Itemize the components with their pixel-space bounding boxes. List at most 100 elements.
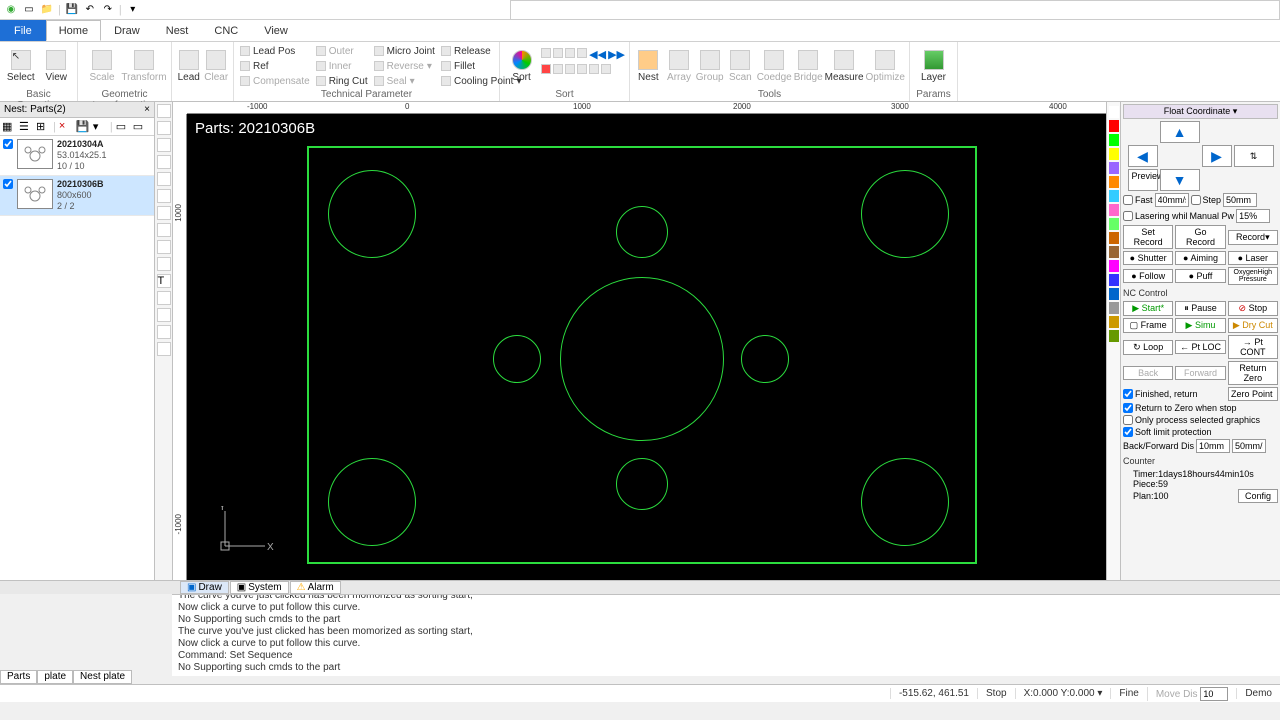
- optimize-button[interactable]: Optimize: [866, 44, 905, 88]
- tool-polyline-icon[interactable]: [157, 172, 171, 186]
- ringcut-button[interactable]: Ring Cut: [314, 74, 370, 88]
- sort-opt-icon[interactable]: [553, 64, 563, 74]
- sort-opt-icon[interactable]: [589, 64, 599, 74]
- step-input[interactable]: [1223, 193, 1257, 207]
- sort-opt-icon[interactable]: [541, 64, 551, 74]
- nest-button[interactable]: Nest: [634, 44, 663, 88]
- seal-button[interactable]: Seal ▾: [372, 74, 437, 88]
- circle-shape[interactable]: [861, 170, 949, 258]
- layer-swatch[interactable]: [1109, 190, 1119, 202]
- bfdist-input[interactable]: [1196, 439, 1230, 453]
- sort-opt-icon[interactable]: [577, 64, 587, 74]
- zeropoint-select[interactable]: [1228, 387, 1278, 401]
- circle-shape[interactable]: [616, 458, 668, 510]
- file-button[interactable]: File: [0, 20, 46, 41]
- loop-button[interactable]: ↻ Loop: [1123, 340, 1173, 355]
- preview-button[interactable]: Preview: [1128, 169, 1158, 191]
- save-icon[interactable]: 💾: [65, 3, 79, 17]
- close-icon[interactable]: ×: [144, 104, 150, 115]
- prev-icon[interactable]: ◀◀: [589, 48, 606, 61]
- ptloc-button[interactable]: ← Pt LOC: [1175, 340, 1225, 354]
- layer-swatch[interactable]: [1109, 302, 1119, 314]
- puff-button[interactable]: ● Puff: [1175, 269, 1225, 283]
- tool-node-icon[interactable]: [157, 121, 171, 135]
- tab-draw[interactable]: Draw: [101, 20, 153, 41]
- return-stop-checkbox[interactable]: Return to Zero when stop: [1123, 403, 1278, 413]
- follow-button[interactable]: ● Follow: [1123, 269, 1173, 283]
- tool-fill-icon[interactable]: [157, 308, 171, 322]
- pause-button[interactable]: ⏸ Pause: [1175, 301, 1225, 316]
- outer-button[interactable]: Outer: [314, 44, 370, 58]
- record-button[interactable]: Record▾: [1228, 230, 1278, 245]
- circle-shape[interactable]: [493, 335, 541, 383]
- compensate-button[interactable]: Compensate: [238, 74, 312, 88]
- sort-opt-icon[interactable]: [601, 64, 611, 74]
- jog-sort-button[interactable]: ⇅: [1234, 145, 1274, 167]
- sort-opt-icon[interactable]: [565, 64, 575, 74]
- status-fine[interactable]: Fine: [1110, 688, 1146, 699]
- shutter-button[interactable]: ● Shutter: [1123, 251, 1173, 265]
- gorecord-button[interactable]: Go Record: [1175, 225, 1225, 249]
- aiming-button[interactable]: ● Aiming: [1175, 251, 1225, 265]
- step-checkbox[interactable]: Step: [1191, 195, 1222, 205]
- tool-measure-icon[interactable]: [157, 325, 171, 339]
- opt2-icon[interactable]: ▭: [133, 120, 147, 134]
- bridge-button[interactable]: Bridge: [794, 44, 823, 88]
- part-item[interactable]: 20210304A53.014x25.110 / 10: [0, 136, 154, 176]
- layer-swatch[interactable]: [1109, 232, 1119, 244]
- tab-draw-bottom[interactable]: ▣Draw: [180, 581, 229, 594]
- circle-shape[interactable]: [328, 170, 416, 258]
- layer-swatch[interactable]: [1109, 204, 1119, 216]
- scan-button[interactable]: Scan: [726, 44, 755, 88]
- circle-shape[interactable]: [560, 277, 724, 441]
- tool-cursor-icon[interactable]: [157, 104, 171, 118]
- microjoint-button[interactable]: Micro Joint: [372, 44, 437, 58]
- back-button[interactable]: Back: [1123, 366, 1173, 380]
- bfspeed-input[interactable]: [1232, 439, 1266, 453]
- status-xy[interactable]: X:0.000 Y:0.000 ▾: [1015, 688, 1111, 699]
- redo-icon[interactable]: ↷: [101, 3, 115, 17]
- jog-right-button[interactable]: ▶: [1202, 145, 1232, 167]
- layer-swatch[interactable]: [1109, 106, 1119, 118]
- layer-swatch[interactable]: [1109, 330, 1119, 342]
- view-button[interactable]: View: [40, 44, 74, 88]
- sort-opt-icon[interactable]: [565, 48, 575, 58]
- tool-point-icon[interactable]: [157, 138, 171, 152]
- tool-rect-icon[interactable]: [157, 240, 171, 254]
- array-button[interactable]: Array: [665, 44, 694, 88]
- sort-button[interactable]: Sort: [504, 44, 539, 88]
- layer-swatch[interactable]: [1109, 316, 1119, 328]
- forward-button[interactable]: Forward: [1175, 366, 1225, 380]
- only-selected-checkbox[interactable]: Only process selected graphics: [1123, 415, 1278, 425]
- tool-polygon-icon[interactable]: [157, 257, 171, 271]
- circle-shape[interactable]: [328, 458, 416, 546]
- returnzero-button[interactable]: Return Zero: [1228, 361, 1278, 385]
- tab-plate[interactable]: plate: [37, 670, 73, 684]
- tool-circle-icon[interactable]: [157, 189, 171, 203]
- manual-input[interactable]: [1236, 209, 1270, 223]
- clear-button[interactable]: Clear: [204, 44, 230, 88]
- tool-line-icon[interactable]: [157, 155, 171, 169]
- transform-button[interactable]: Transform: [124, 44, 164, 88]
- undo-icon[interactable]: ↶: [83, 3, 97, 17]
- leadpos-button[interactable]: Lead Pos: [238, 44, 312, 58]
- save-icon[interactable]: 💾: [76, 120, 90, 134]
- tab-nestplate[interactable]: Nest plate: [73, 670, 132, 684]
- jog-down-button[interactable]: ▼: [1160, 169, 1200, 191]
- frame-button[interactable]: ▢ Frame: [1123, 318, 1173, 333]
- tab-nest[interactable]: Nest: [153, 20, 202, 41]
- ref-button[interactable]: Ref: [238, 59, 312, 73]
- layer-swatch[interactable]: [1109, 148, 1119, 160]
- jog-left-button[interactable]: ◀: [1128, 145, 1158, 167]
- tool-other-icon[interactable]: [157, 342, 171, 356]
- layer-swatch[interactable]: [1109, 120, 1119, 132]
- dropdown-icon[interactable]: ▾: [93, 120, 107, 134]
- layer-swatch[interactable]: [1109, 260, 1119, 272]
- start-button[interactable]: ▶ Start*: [1123, 301, 1173, 316]
- setrecord-button[interactable]: Set Record: [1123, 225, 1173, 249]
- layer-swatch[interactable]: [1109, 274, 1119, 286]
- lead-button[interactable]: Lead: [176, 44, 202, 88]
- sort-opt-icon[interactable]: [553, 48, 563, 58]
- tab-view[interactable]: View: [251, 20, 301, 41]
- stop-button[interactable]: ⊘ Stop: [1228, 301, 1278, 316]
